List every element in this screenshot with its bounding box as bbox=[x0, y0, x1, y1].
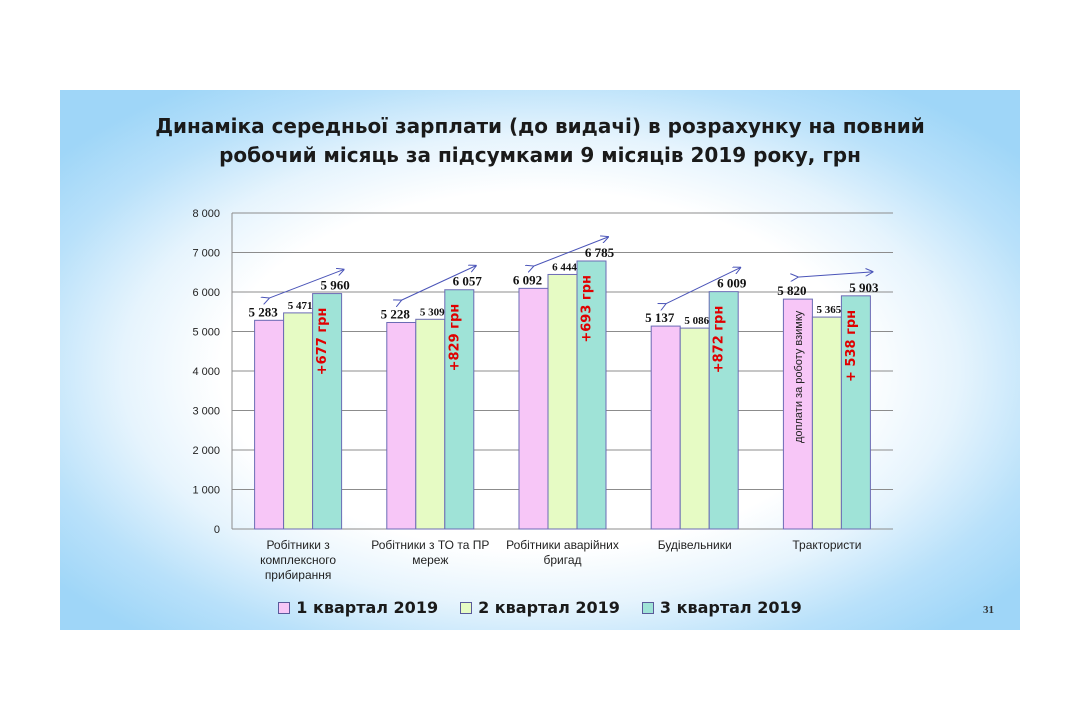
bar-5-q2 bbox=[811, 316, 842, 530]
y-tick-label: 4 000 bbox=[192, 366, 220, 378]
data-label: 5 309 bbox=[420, 306, 445, 318]
data-label: 5 228 bbox=[381, 306, 411, 321]
data-label: 5 820 bbox=[777, 283, 806, 298]
legend-label-q2: 2 квартал 2019 bbox=[478, 598, 620, 617]
data-label: 6 009 bbox=[717, 276, 747, 291]
category-label: Трактористи bbox=[792, 538, 862, 552]
legend-swatch-q1 bbox=[278, 601, 291, 614]
change-arrow bbox=[401, 266, 476, 301]
y-tick-label: 6 000 bbox=[192, 287, 220, 299]
bar-5-q3 bbox=[840, 295, 871, 530]
category-label: Робітники аварійних бригад bbox=[506, 538, 619, 567]
data-label: 5 903 bbox=[849, 280, 879, 295]
change-arrow bbox=[533, 237, 608, 266]
y-tick-label: 2 000 bbox=[192, 445, 220, 457]
y-tick-label: 3 000 bbox=[192, 406, 220, 418]
legend-item-q1: 1 квартал 2019 bbox=[278, 598, 438, 617]
y-tick-label: 7 000 bbox=[192, 248, 220, 260]
data-label: 6 444 bbox=[552, 261, 577, 273]
y-tick-label: 5 000 bbox=[192, 327, 220, 339]
page-number: 31 bbox=[983, 604, 994, 616]
delta-label: +677 грн bbox=[315, 308, 330, 376]
legend-item-q3: 3 квартал 2019 bbox=[641, 598, 802, 617]
data-label: 5 283 bbox=[248, 304, 278, 319]
y-tick-label: 8 000 bbox=[192, 208, 220, 220]
legend-label-q1: 1 квартал 2019 bbox=[296, 598, 439, 617]
bar-3-q1 bbox=[518, 287, 549, 530]
data-label: 6 092 bbox=[513, 272, 542, 287]
category-label: Робітники з комплексного прибирання bbox=[260, 538, 337, 582]
legend-swatch-q3 bbox=[641, 601, 654, 614]
bar-4-q1 bbox=[650, 325, 681, 530]
data-label: 5 365 bbox=[817, 304, 842, 316]
winter-pay-annotation: доплати за роботу взимку bbox=[793, 310, 805, 443]
legend-label-q3: 3 квартал 2019 bbox=[659, 598, 802, 617]
delta-label: +829 грн bbox=[447, 304, 462, 372]
data-label: 6 057 bbox=[453, 274, 483, 289]
category-label: Будівельники bbox=[657, 538, 732, 552]
data-label: 5 086 bbox=[684, 315, 709, 327]
data-label: 5 471 bbox=[288, 300, 313, 312]
bar-2-q2 bbox=[415, 318, 446, 530]
data-label: 5 137 bbox=[645, 310, 675, 325]
bar-5-q1 bbox=[782, 298, 813, 530]
change-arrow bbox=[665, 268, 740, 304]
data-label: 5 960 bbox=[320, 278, 349, 293]
bar-3-q2 bbox=[547, 273, 578, 530]
delta-label: +693 грн bbox=[580, 275, 595, 343]
category-label: Робітники з ТО та ПР мереж bbox=[371, 538, 490, 567]
bar-2-q3 bbox=[444, 289, 475, 530]
delta-label: + 538 грн bbox=[844, 310, 859, 382]
y-tick-label: 0 bbox=[214, 524, 220, 536]
bar-2-q1 bbox=[386, 321, 417, 530]
legend-swatch-q2 bbox=[460, 601, 473, 614]
legend-item-q2: 2 квартал 2019 bbox=[460, 598, 620, 617]
bar-1-q1 bbox=[254, 319, 285, 530]
y-tick-label: 1 000 bbox=[192, 485, 220, 497]
chart-title: Динаміка середньої зарплати (до видачі) … bbox=[155, 114, 925, 167]
change-arrow bbox=[797, 272, 872, 277]
bar-1-q2 bbox=[283, 312, 314, 530]
change-arrow bbox=[269, 270, 344, 299]
data-label: 6 785 bbox=[585, 245, 615, 260]
legend: 1 квартал 2019 2 квартал 2019 3 квартал … bbox=[0, 598, 1080, 617]
delta-label: +872 грн bbox=[712, 306, 727, 374]
bar-4-q2 bbox=[679, 327, 710, 530]
